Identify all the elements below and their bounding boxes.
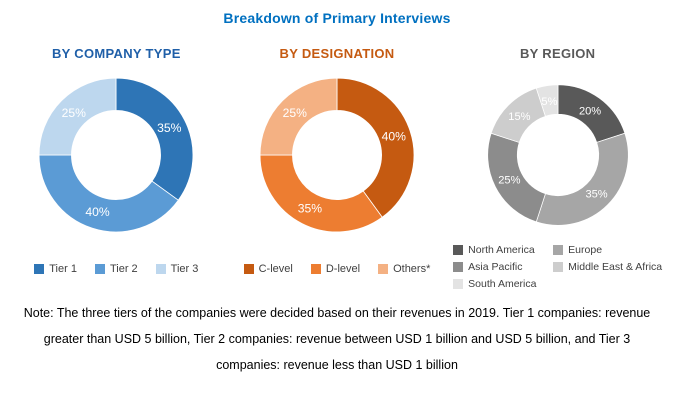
donut-segment-tier-2 — [38, 154, 180, 233]
donut-chart-region: 20% 35% 25% 15% 5% — [487, 84, 629, 226]
chart-designation: BY DESIGNATION 40% 35% 25% C-level D-level O… — [227, 46, 448, 290]
legend-swatch-south-america — [453, 279, 464, 289]
legend-label: Middle East & Africa — [568, 261, 663, 273]
figure-note: Note: The three tiers of the companies w… — [0, 300, 674, 378]
legend-swatch-d-level — [310, 264, 321, 274]
slice-label-tier-1: 35% — [157, 121, 182, 135]
slice-label-north-america: 20% — [579, 106, 601, 118]
legend-label: D-level — [325, 263, 361, 275]
legend-swatch-middle-east-africa — [553, 262, 564, 272]
slice-label-c-level: 40% — [382, 130, 407, 144]
legend-item-south-america: South America — [453, 278, 545, 290]
donut-chart-designation: 40% 35% 25% — [259, 77, 415, 233]
legend-swatch-tier-1 — [34, 264, 45, 274]
legend-swatch-tier-3 — [155, 264, 166, 274]
donut-segment-tier-1 — [115, 77, 194, 201]
donut-segment-c-level — [336, 77, 415, 218]
legend-swatch-c-level — [243, 264, 254, 274]
slice-label-tier-3: 25% — [62, 106, 87, 120]
chart-heading-region: BY REGION — [519, 46, 596, 61]
legend-item-europe: Europe — [553, 244, 662, 256]
legend-item-asia-pacific: Asia Pacific — [453, 261, 545, 273]
slice-label-others: 25% — [283, 106, 308, 120]
legend-label: South America — [468, 278, 537, 290]
chart-company-type: BY COMPANY TYPE 35% 40% 25% Tier 1 Tier 2 Ti… — [6, 46, 227, 290]
legend-label: North America — [468, 244, 535, 256]
legend-label: Tier 2 — [109, 263, 138, 275]
slice-label-d-level: 35% — [298, 201, 323, 215]
note-line-2: greater than USD 5 billion, Tier 2 compa… — [43, 332, 631, 346]
legend-swatch-tier-2 — [94, 264, 105, 274]
donut-segment-europe — [535, 132, 629, 226]
legend-company-type: Tier 1 Tier 2 Tier 3 — [34, 263, 198, 275]
legend-swatch-asia-pacific — [453, 262, 464, 272]
slice-label-europe: 35% — [585, 188, 607, 200]
legend-label: Europe — [568, 244, 603, 256]
legend-item-c-level: C-level — [243, 263, 293, 275]
legend-label: Tier 3 — [170, 263, 199, 275]
legend-swatch-others — [378, 264, 389, 274]
legend-item-north-america: North America — [453, 244, 545, 256]
charts-row: BY COMPANY TYPE 35% 40% 25% Tier 1 Tier 2 Ti… — [0, 46, 674, 290]
legend-swatch-europe — [553, 245, 564, 255]
donut-segment-tier-3 — [38, 77, 117, 156]
slice-label-asia-pacific: 25% — [498, 174, 520, 186]
legend-label: Others* — [393, 263, 431, 275]
legend-item-tier-3: Tier 3 — [155, 263, 199, 275]
legend-label: Tier 1 — [49, 263, 77, 275]
legend-item-tier-2: Tier 2 — [94, 263, 138, 275]
donut-segment-others — [259, 77, 338, 156]
chart-heading-company-type: BY COMPANY TYPE — [51, 46, 181, 61]
legend-item-tier-1: Tier 1 — [34, 263, 77, 275]
donut-segment-south-america — [535, 84, 559, 117]
legend-item-d-level: D-level — [310, 263, 361, 275]
legend-item-middle-east-africa: Middle East & Africa — [553, 261, 662, 273]
legend-swatch-north-america — [453, 245, 464, 255]
figure-title: Breakdown of Primary Interviews — [223, 10, 451, 26]
note-line-1: Note: The three tiers of the companies w… — [23, 306, 651, 320]
legend-item-others: Others* — [378, 263, 430, 275]
legend-designation: C-level D-level Others* — [243, 263, 430, 275]
legend-label: Asia Pacific — [468, 261, 523, 273]
chart-heading-designation: BY DESIGNATION — [279, 46, 395, 61]
donut-segment-d-level — [259, 154, 383, 233]
slice-label-middle-east-africa: 15% — [508, 111, 530, 123]
slice-label-south-america: 5% — [541, 96, 557, 108]
chart-region: BY REGION 20% 35% 25% 15% 5% North America Eu… — [447, 46, 668, 290]
note-line-3: companies: revenue less than USD 1 billi… — [216, 358, 458, 372]
legend-region: North America Europe Asia Pacific Middle Ea… — [453, 244, 662, 290]
legend-label: C-level — [258, 263, 293, 275]
slice-label-tier-2: 40% — [86, 205, 111, 219]
donut-chart-company-type: 35% 40% 25% — [38, 77, 194, 233]
